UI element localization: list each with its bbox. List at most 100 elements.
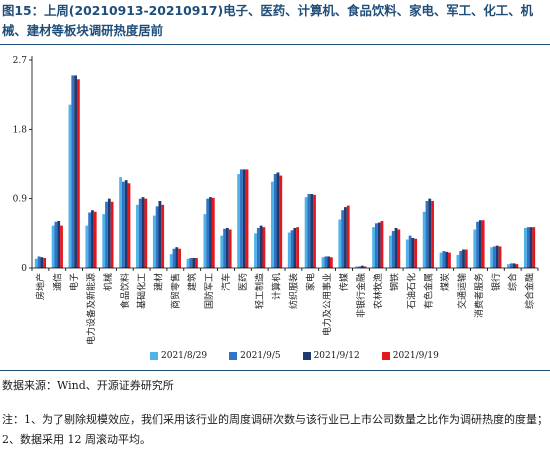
category-label: 通信 xyxy=(51,273,63,291)
bar-2-银行 xyxy=(493,246,496,268)
bar-2-农林牧渔 xyxy=(374,223,378,268)
bar-1-有色金属 xyxy=(422,211,426,268)
bar-2-基础化工 xyxy=(138,198,142,268)
legend-label: 2021/8/29 xyxy=(161,351,208,361)
bar-1-房地产 xyxy=(34,258,38,268)
bar-4-传媒 xyxy=(346,205,350,268)
legend-item: 2021/9/19 xyxy=(381,351,439,361)
bar-1-建筑 xyxy=(186,258,190,268)
bar-1-建材 xyxy=(152,215,156,268)
bar-4-农林牧渔 xyxy=(380,221,384,268)
bar-3-商贸零售 xyxy=(175,247,179,268)
bar-4-钢铁 xyxy=(397,229,401,268)
bar-1-传媒 xyxy=(338,219,342,268)
bar-1-消费者服务 xyxy=(473,229,477,268)
legend-swatch xyxy=(381,352,390,360)
bar-2-国防军工 xyxy=(206,198,210,268)
bar-2-非银行金融 xyxy=(358,266,361,268)
category-label: 建筑 xyxy=(186,273,198,291)
bar-2-煤炭 xyxy=(442,251,446,268)
bar-3-综合金融 xyxy=(529,227,533,268)
bar-chart: 0 0.9 1.8 2.7 房地产 通信 电子 电力设备及新能源 机械 食品饮料 基础化工 建材 商贸… xyxy=(13,56,539,345)
category-label: 传媒 xyxy=(338,273,350,291)
bar-3-医药 xyxy=(242,169,246,268)
legend-label: 2021/9/12 xyxy=(313,351,360,361)
category-label: 纺织服装 xyxy=(287,273,299,309)
bar-2-商贸零售 xyxy=(172,248,176,268)
bar-2-建材 xyxy=(155,206,159,268)
bar-2-计算机 xyxy=(273,174,277,268)
bar-4-电子 xyxy=(76,79,80,268)
bar-3-钢铁 xyxy=(394,227,398,268)
bar-1-基础化工 xyxy=(136,204,139,268)
bar-3-通信 xyxy=(57,221,61,268)
bar-4-电力设备及新能源 xyxy=(93,211,97,268)
bottom-divider xyxy=(0,370,550,371)
bar-3-传媒 xyxy=(344,207,347,268)
bar-4-综合金融 xyxy=(532,227,536,268)
bar-3-电力及公用事业 xyxy=(327,256,330,268)
bar-4-建筑 xyxy=(195,257,198,268)
bar-1-电子 xyxy=(68,104,72,269)
bar-4-消费者服务 xyxy=(481,220,485,268)
legend: 2021/8/29 2021/9/5 2021/9/12 2021/9/19 xyxy=(150,349,490,363)
bar-4-家电 xyxy=(313,194,316,268)
y-tick-label: 0.9 xyxy=(13,195,28,205)
bar-3-房地产 xyxy=(40,257,44,268)
category-label: 食品饮料 xyxy=(119,273,131,309)
bar-1-家电 xyxy=(304,197,308,268)
bar-1-计算机 xyxy=(270,181,274,268)
bar-2-钢铁 xyxy=(391,231,395,268)
category-label: 机械 xyxy=(102,273,114,291)
bar-1-医药 xyxy=(237,174,241,268)
bar-4-轻工制造 xyxy=(262,227,266,268)
bar-3-消费者服务 xyxy=(478,220,482,268)
category-label: 轻工制造 xyxy=(254,273,266,309)
bar-4-非银行金融 xyxy=(363,266,367,268)
bar-3-交通运输 xyxy=(462,249,465,268)
bar-4-医药 xyxy=(245,169,249,268)
bar-4-石油石化 xyxy=(414,238,418,268)
category-label: 基础化工 xyxy=(136,273,148,309)
bar-2-有色金属 xyxy=(425,200,429,268)
bar-3-有色金属 xyxy=(428,198,432,268)
category-label: 电力设备及新能源 xyxy=(85,273,97,345)
category-label: 非银行金融 xyxy=(355,273,367,318)
bar-2-机械 xyxy=(105,201,108,268)
bar-1-钢铁 xyxy=(389,235,392,268)
bar-4-通信 xyxy=(60,225,63,268)
bar-2-纺织服装 xyxy=(290,230,294,268)
footnote: 注：1、为了剔除规模效应，我们采用该行业的周度调研次数与该行业已上市公司数量之比… xyxy=(2,413,548,446)
bar-1-综合 xyxy=(507,264,510,268)
bar-1-石油石化 xyxy=(405,239,409,268)
bar-3-基础化工 xyxy=(141,197,145,268)
category-label: 综合 xyxy=(507,273,519,291)
bar-2-房地产 xyxy=(37,256,41,268)
legend-label: 2021/9/19 xyxy=(392,351,439,361)
category-label: 房地产 xyxy=(34,273,46,300)
bar-4-商贸零售 xyxy=(178,248,181,268)
y-tick-label: 2.7 xyxy=(13,56,28,66)
bar-4-纺织服装 xyxy=(296,227,300,268)
bar-1-综合金融 xyxy=(523,227,527,268)
bar-1-纺织服装 xyxy=(287,232,291,268)
category-label: 建材 xyxy=(153,273,165,291)
bar-3-电力设备及新能源 xyxy=(91,210,94,268)
bar-2-综合金融 xyxy=(526,227,530,268)
bar-2-电力及公用事业 xyxy=(324,256,328,268)
bar-1-机械 xyxy=(102,214,106,268)
bar-1-非银行金融 xyxy=(355,266,359,268)
bar-4-食品饮料 xyxy=(127,183,131,268)
bar-2-建筑 xyxy=(189,257,193,268)
legend-swatch xyxy=(229,352,238,360)
bar-4-基础化工 xyxy=(144,198,148,268)
bar-1-国防军工 xyxy=(203,214,207,268)
category-label: 电子 xyxy=(68,273,80,291)
bar-4-综合 xyxy=(515,264,519,268)
bar-2-轻工制造 xyxy=(256,227,260,268)
bar-3-计算机 xyxy=(276,172,280,268)
bar-1-农林牧渔 xyxy=(372,227,375,268)
legend-item: 2021/9/5 xyxy=(229,351,281,361)
bar-1-煤炭 xyxy=(439,252,443,268)
bar-4-电力及公用事业 xyxy=(329,257,333,268)
